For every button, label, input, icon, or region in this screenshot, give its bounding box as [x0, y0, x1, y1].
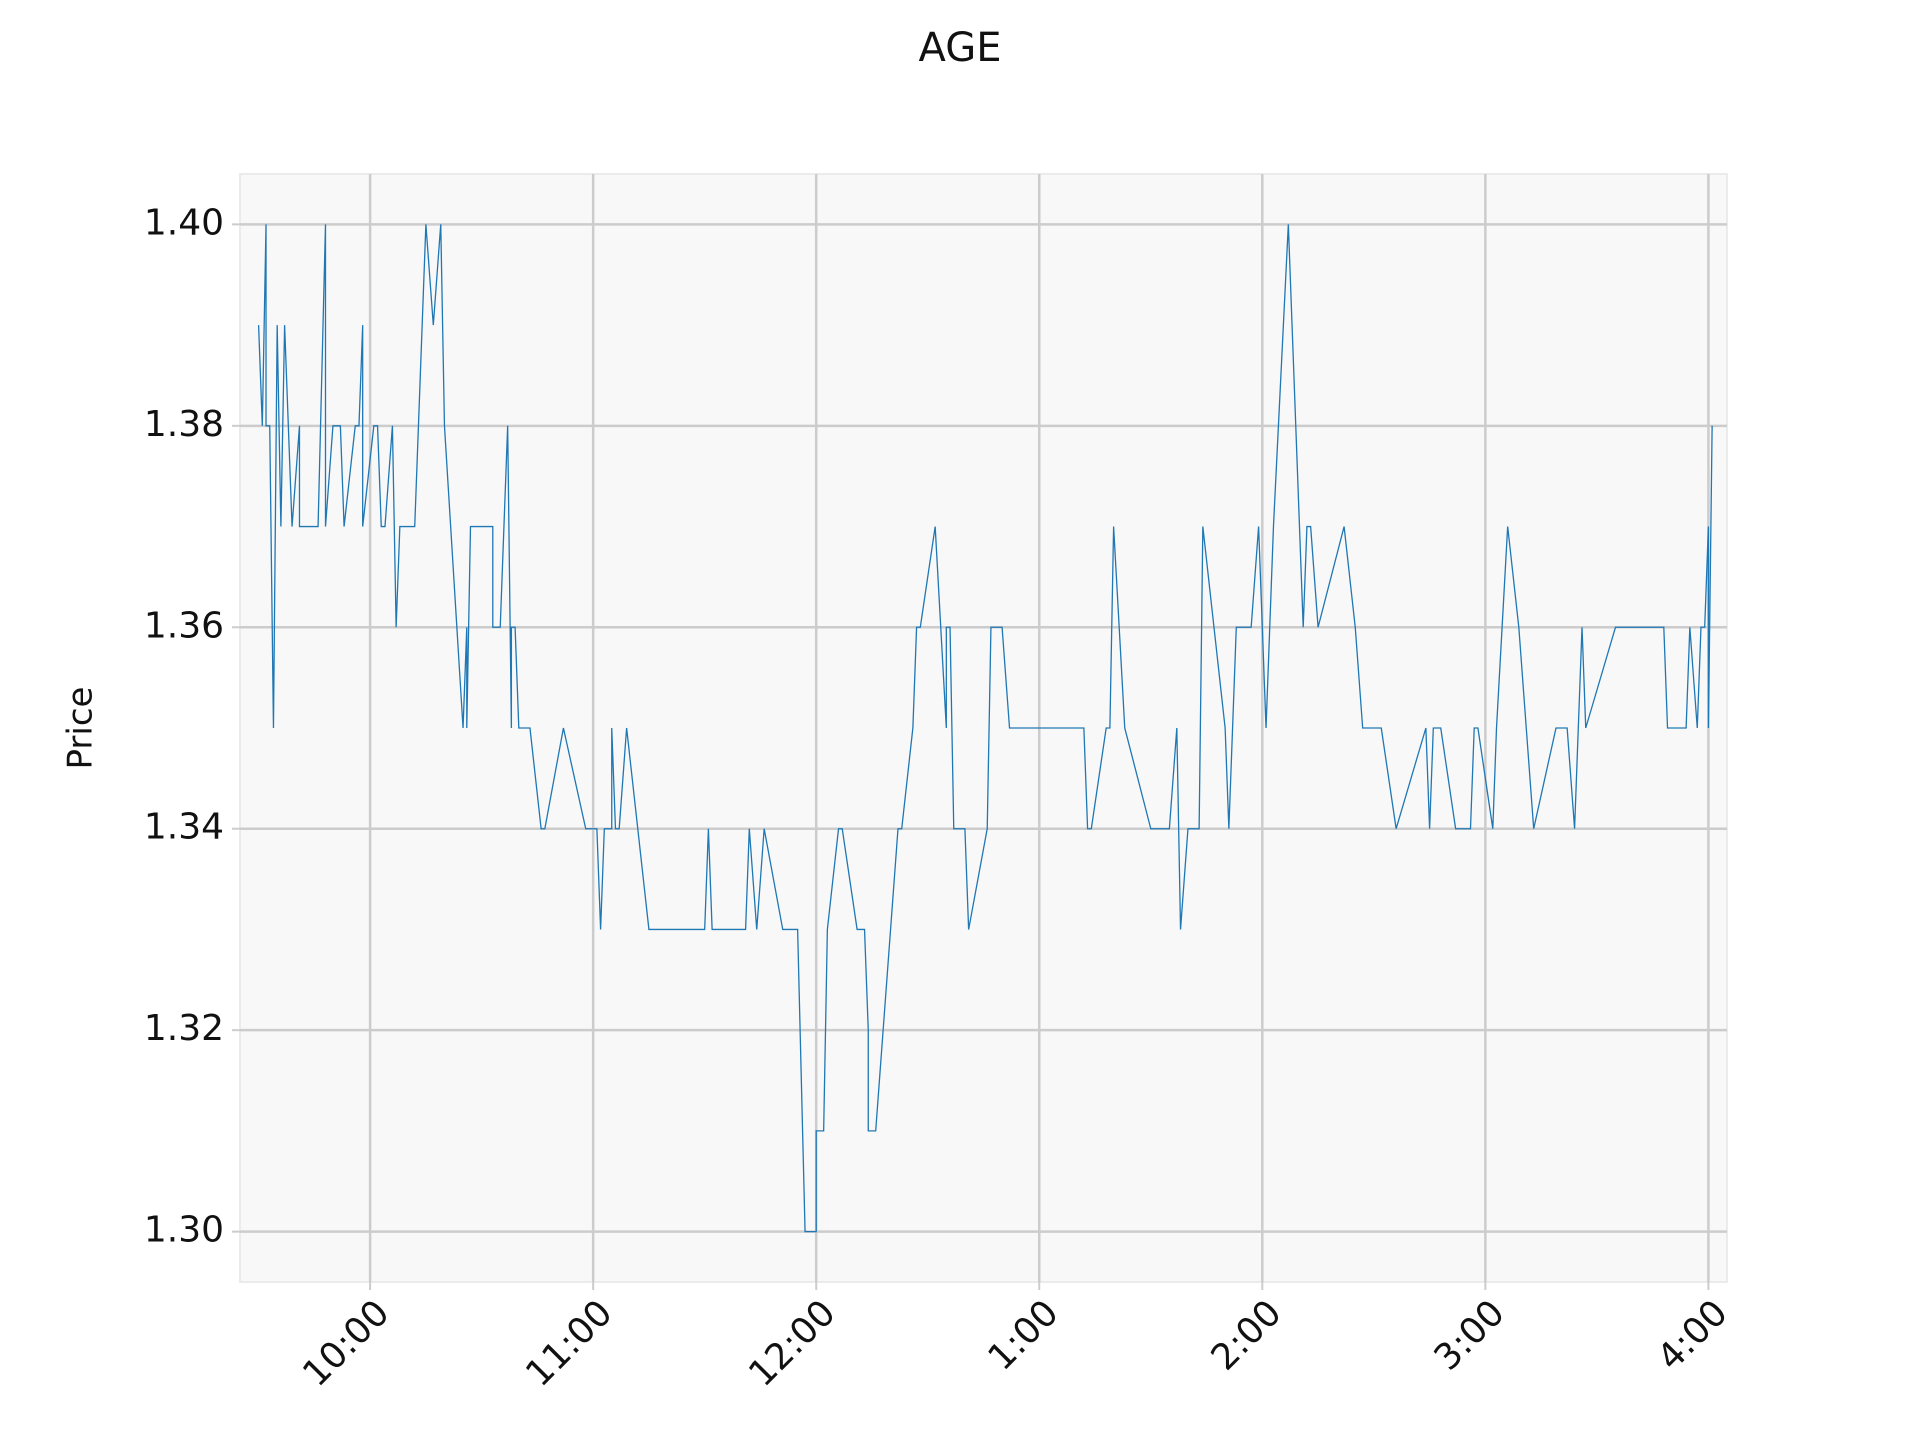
y-tick-label: 1.36 — [144, 605, 224, 646]
x-tick-label: 2:00 — [1204, 1292, 1290, 1378]
x-tick-label: 12:00 — [741, 1292, 843, 1394]
y-axis-label: Price — [61, 687, 101, 770]
x-tick-label: 10:00 — [295, 1292, 397, 1394]
y-tick-label: 1.32 — [144, 1008, 224, 1049]
y-tick-label: 1.30 — [144, 1210, 224, 1251]
y-tick-label: 1.40 — [144, 202, 224, 243]
x-tick-label: 3:00 — [1427, 1292, 1513, 1378]
chart-title: AGE — [919, 25, 1002, 71]
x-tick-label: 11:00 — [518, 1292, 620, 1394]
plot-area — [239, 173, 1728, 1283]
x-tick-label: 4:00 — [1650, 1292, 1736, 1378]
x-tick-label: 1:00 — [981, 1292, 1067, 1378]
y-tick-label: 1.34 — [144, 807, 224, 848]
y-tick-label: 1.38 — [144, 404, 224, 445]
price-line — [257, 224, 1713, 1233]
marks — [257, 224, 1713, 1233]
